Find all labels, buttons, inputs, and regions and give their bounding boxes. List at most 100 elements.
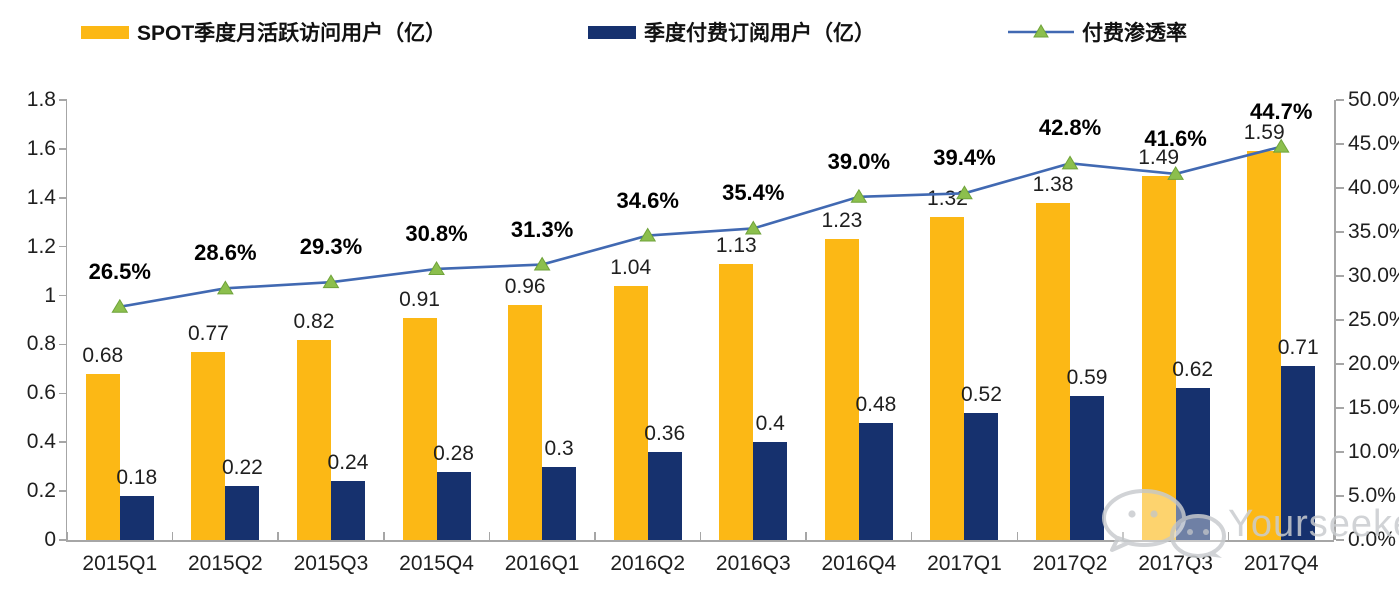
bar-label-subscribers-2016Q2: 0.36 (644, 422, 686, 445)
legend-item-penetration: 付费渗透率 (1008, 16, 1187, 48)
penetration-label-2015Q3: 29.3% (299, 234, 363, 260)
bar-mau-2015Q2 (191, 351, 226, 540)
bar-label-subscribers-2015Q3: 0.24 (327, 451, 369, 475)
penetration-label-2016Q2: 34.6% (616, 187, 679, 213)
y-axis-left-tick-label: 1.4 (26, 185, 56, 209)
bar-label-mau-2015Q3: 0.82 (293, 309, 335, 333)
bar-mau-2015Q3 (296, 339, 331, 540)
line-marker-icon (850, 188, 868, 203)
y-axis-right-tick (1335, 275, 1344, 277)
line-marker-icon (744, 220, 762, 235)
penetration-label-2017Q1: 39.4% (933, 145, 996, 171)
mau-swatch-icon (81, 25, 129, 39)
line-marker-icon (428, 260, 445, 275)
y-axis-left-tick-label: 0.8 (26, 332, 56, 356)
bar-label-mau-2015Q1: 0.68 (82, 343, 124, 367)
legend-item-subscribers: 季度付费订阅用户（亿） (588, 16, 875, 48)
legend-label-mau: SPOT季度月活跃访问用户（亿） (137, 22, 447, 45)
x-axis-label-2015Q1: 2015Q1 (82, 552, 158, 575)
bar-subscribers-2015Q4 (436, 471, 471, 540)
y-axis-right-tick (1335, 451, 1344, 453)
x-axis-tick (1122, 532, 1124, 540)
bar-label-mau-2017Q1: 1.32 (927, 187, 968, 211)
y-axis-right-tick-label: 30.0% (1348, 264, 1399, 287)
x-axis-tick (488, 532, 491, 540)
y-axis-right-tick (1335, 99, 1344, 101)
y-axis-left-tick-label: 1.6 (26, 136, 56, 160)
legend-label-subscribers: 季度付费订阅用户（亿） (644, 22, 875, 45)
x-axis-tick (1333, 532, 1335, 540)
y-axis-right-tick (1335, 231, 1344, 233)
watermark: Yourseeker (1096, 488, 1399, 560)
y-axis-left-tick-label: 1.2 (26, 234, 56, 258)
bar-label-mau-2017Q2: 1.38 (1032, 172, 1074, 196)
line-marker-swatch-icon (1008, 24, 1074, 40)
subscribers-swatch-icon (588, 25, 636, 39)
bar-mau-2016Q2 (613, 285, 648, 540)
y-axis-left-tick-label: 0.2 (26, 479, 56, 503)
y-axis-right-tick (1335, 539, 1344, 541)
y-axis-right-line (1334, 100, 1336, 540)
x-axis-tick (594, 532, 596, 540)
watermark-text: Yourseeker (1228, 502, 1399, 545)
bar-mau-2017Q1 (930, 217, 965, 540)
y-axis-left-tick (59, 392, 67, 395)
line-marker-icon (1061, 155, 1079, 170)
x-axis-tick (277, 532, 279, 540)
y-axis-right-tick (1335, 407, 1344, 409)
x-axis-tick (383, 532, 385, 540)
bar-label-subscribers-2017Q1: 0.52 (961, 382, 1002, 406)
y-axis-left-tick-label: 1 (44, 283, 56, 307)
y-axis-right-tick (1335, 187, 1344, 189)
y-axis-left-tick-label: 1.8 (26, 88, 56, 111)
line-marker-icon (216, 280, 234, 295)
y-axis-left-tick-label: 0.4 (26, 430, 56, 454)
x-axis-tick (699, 532, 702, 540)
penetration-label-2017Q3: 41.6% (1144, 125, 1207, 151)
y-axis-left-tick-label: 0 (44, 528, 56, 551)
x-axis-label-2015Q4: 2015Q4 (399, 552, 474, 575)
x-axis-label-2017Q2: 2017Q2 (1032, 552, 1108, 575)
x-axis-label-2016Q3: 2016Q3 (715, 552, 791, 575)
x-axis-tick (1227, 532, 1230, 540)
bar-label-subscribers-2017Q3: 0.62 (1172, 358, 1214, 382)
y-axis-right-tick (1335, 495, 1344, 497)
bar-label-subscribers-2015Q1: 0.18 (116, 466, 158, 489)
y-axis-right-tick-label: 45.0% (1348, 132, 1399, 155)
legend-label-penetration: 付费渗透率 (1082, 22, 1187, 45)
bar-label-subscribers-2016Q4: 0.48 (855, 392, 897, 416)
bar-subscribers-2016Q1 (542, 466, 577, 540)
bar-label-mau-2015Q4: 0.91 (399, 287, 440, 311)
y-axis-left-tick (59, 197, 67, 199)
bar-subscribers-2016Q4 (858, 422, 893, 540)
y-axis-left-tick (59, 148, 67, 150)
y-axis-right-tick-label: 35.0% (1348, 220, 1399, 243)
x-axis-tick (910, 532, 913, 540)
x-axis-label-2015Q2: 2015Q2 (188, 552, 263, 575)
x-axis-label-2015Q3: 2015Q3 (293, 552, 369, 575)
bar-label-mau-2016Q1: 0.96 (504, 275, 546, 299)
bar-subscribers-2017Q1 (964, 412, 999, 540)
y-axis-left-tick (59, 441, 67, 443)
y-axis-left-tick (59, 294, 67, 297)
x-axis-label-2017Q1: 2017Q1 (927, 552, 1002, 575)
bar-subscribers-2017Q4 (1281, 366, 1316, 540)
x-axis-label-2016Q2: 2016Q2 (610, 552, 686, 575)
penetration-label-2015Q2: 28.6% (194, 240, 257, 266)
bar-label-mau-2016Q2: 1.04 (610, 255, 652, 279)
bar-mau-2016Q1 (508, 305, 543, 540)
bar-mau-2015Q4 (402, 317, 437, 540)
x-axis-label-2016Q4: 2016Q4 (821, 552, 897, 575)
x-axis-tick (171, 532, 174, 540)
bar-mau-2015Q1 (85, 373, 120, 540)
bar-label-mau-2015Q2: 0.77 (187, 321, 229, 345)
penetration-label-2016Q1: 31.3% (510, 216, 574, 242)
line-marker-icon (111, 298, 129, 313)
y-axis-right-tick (1335, 319, 1344, 321)
line-marker-icon (639, 227, 657, 242)
y-axis-right-tick-label: 50.0% (1348, 88, 1399, 111)
penetration-label-2017Q2: 42.8% (1038, 115, 1102, 141)
bar-label-subscribers-2017Q4: 0.71 (1277, 336, 1319, 360)
y-axis-left-tick (59, 539, 67, 541)
bar-subscribers-2017Q2 (1070, 395, 1105, 540)
